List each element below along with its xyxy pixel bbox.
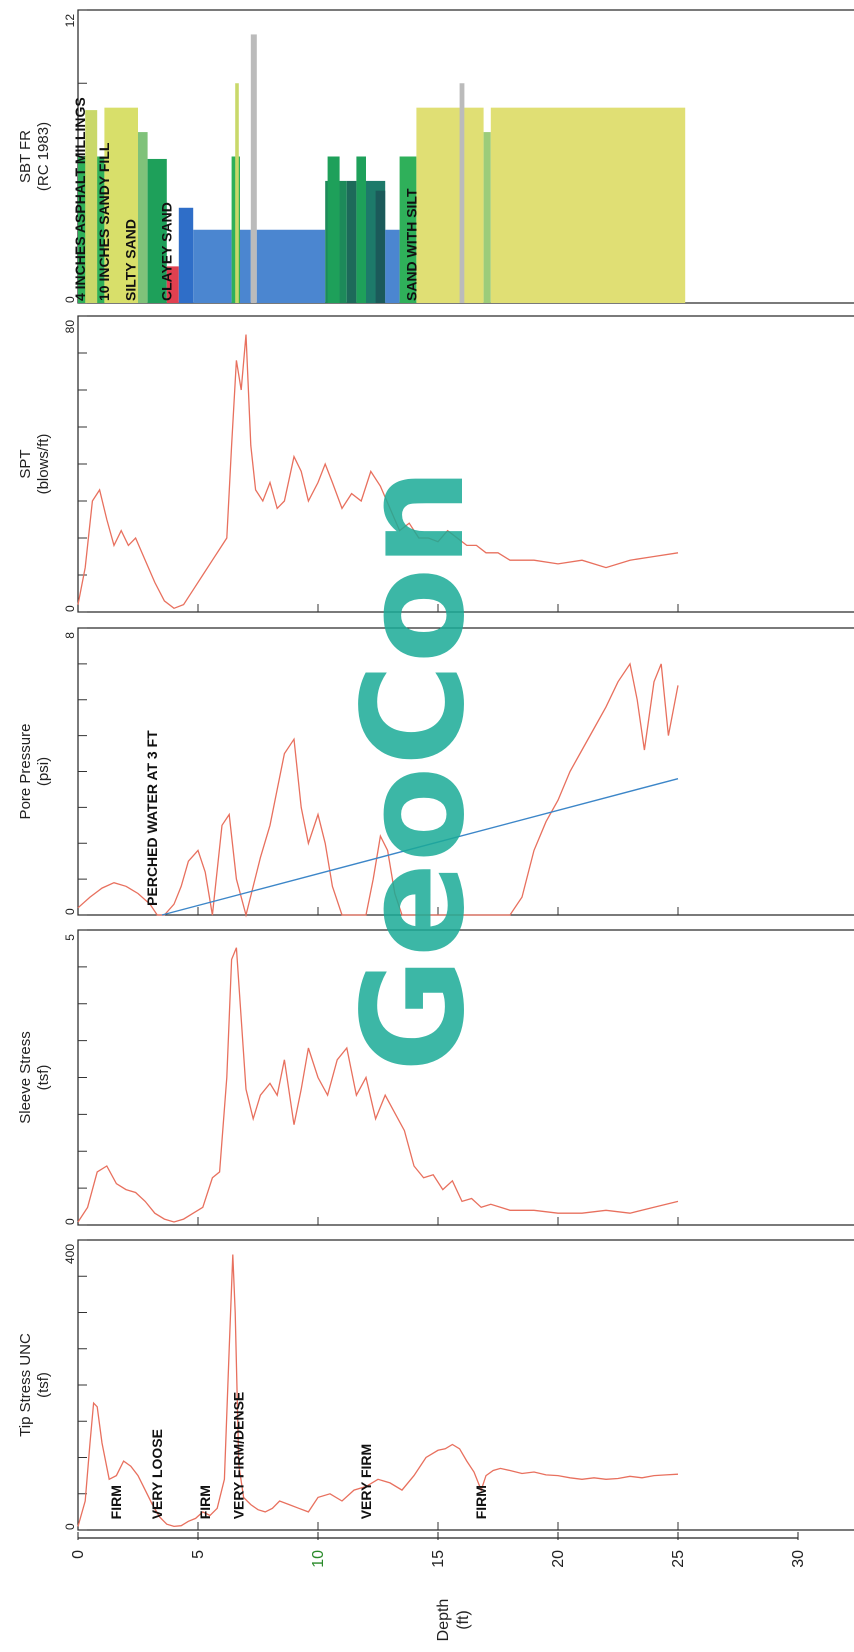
pore-annotation: PERCHED WATER AT 3 FT [144,730,160,906]
pore-title-line: Pore Pressure [17,724,34,820]
depth-axis: 0 5 10 15 20 25 30 Depth (ft) [70,1532,807,1641]
sbt-layer-bar [85,110,98,303]
tip-frame [77,1239,854,1531]
sleeve-title-line: (tsf) [35,1065,52,1091]
sbt-layer-bar [178,207,194,303]
tip-annotation: VERY FIRM [358,1444,374,1519]
sbt-layer-bar [256,229,326,303]
spt-tick-label-max: 80 [63,320,77,334]
pore-title-line: (psi) [35,757,52,786]
sbt-tick-label-max: 12 [63,14,77,28]
pore-tick-label-max: 8 [63,632,77,639]
sleeve-tick-label-max: 5 [63,934,77,941]
spt-trace [77,334,679,610]
pore-frame [77,627,854,916]
tip-tick-label-max: 400 [63,1244,77,1264]
sbt-layer-bar [250,34,257,304]
pore-hydrostatic-line [161,777,679,916]
tip-annotation: VERY LOOSE [149,1429,165,1519]
sbt-layer-bar [327,156,340,303]
depth-axis-tick-label: 25 [670,1550,687,1568]
panel-sleeve: 0 5 Sleeve Stress (tsf) [17,929,854,1226]
sbt-layer-bar [375,190,386,303]
sbt-layer-bar [483,132,491,303]
spt-tick-label-min: 0 [63,605,77,612]
panel-tip: 0 400 Tip Stress UNC (tsf) FIRM VERY LOOSE FIR… [17,1239,854,1531]
sbt-layer-bar [235,83,239,303]
spt-title-line: (blows/ft) [35,434,52,495]
depth-axis-title-line: (ft) [455,1610,472,1630]
panel-sbt: 0 12 SBT FR (RC 1983) 4 INCHES ASPHALT MILLI… [17,9,854,304]
tip-annotation: FIRM [197,1485,213,1519]
sbt-annotation: SAND WITH SILT [403,188,419,301]
panel-pore: 0 8 Pore Pressure (psi) PERCHED WATER AT 3 F… [17,627,854,918]
sbt-layer-bar [464,107,484,304]
spt-title-line: SPT [17,449,34,478]
sbt-layer-bar [346,180,357,303]
sbt-layer-bar [166,266,179,303]
depth-axis-tick-label: 5 [190,1550,207,1559]
sbt-title-line: (RC 1983) [35,122,52,191]
tip-tick-label-min: 0 [63,1523,77,1530]
tip-annotation: FIRM [473,1485,489,1519]
sleeve-frame [77,929,854,1226]
sbt-tick-label-min: 0 [63,296,77,303]
depth-axis-tick-label: 30 [790,1550,807,1568]
sbt-annotation: 10 INCHES SANDY FILL [96,142,112,301]
depth-axis-tick-label: 15 [430,1550,447,1568]
sleeve-trace [77,947,679,1223]
sbt-layer-bar [490,107,686,304]
sbt-layer-bar [416,107,465,304]
sbt-layer-bar [399,156,417,303]
sbt-annotation: 4 INCHES ASPHALT MILLINGS [72,97,88,301]
sleeve-title-line: Sleeve Stress [17,1031,34,1124]
depth-axis-tick-label: 0 [70,1550,87,1559]
depth-axis-tick-label: 20 [550,1550,567,1568]
tip-annotation: FIRM [108,1485,124,1519]
sbt-annotation: CLAYEY SAND [159,202,175,301]
watermark-logo: GeoCon [333,468,496,1073]
tip-title-line: Tip Stress UNC [17,1333,34,1437]
tip-trace [77,1254,679,1528]
depth-axis-tick-label: 10 [310,1550,327,1568]
sbt-layer-bar [138,132,148,303]
sbt-layer-bar [193,229,232,303]
sbt-layer-bar [240,229,251,303]
depth-axis-title-line: Depth [435,1599,452,1642]
tip-annotation: VERY FIRM/DENSE [231,1392,247,1520]
sbt-title-line: SBT FR [17,130,34,183]
panel-spt: 0 80 SPT (blows/ft) [17,315,854,613]
tip-title-line: (tsf) [35,1372,52,1398]
pore-tick-label-min: 0 [63,908,77,915]
sbt-layer-bar [356,156,366,303]
sbt-layer-bar [147,158,167,303]
sbt-layer-bar [459,83,465,303]
sbt-layer-bar [385,229,400,303]
pore-trace [77,662,679,918]
sleeve-tick-label-min: 0 [63,1218,77,1225]
sbt-annotation: SILTY SAND [123,219,139,301]
sbt-layer-bar [104,107,138,304]
spt-frame [77,315,854,613]
